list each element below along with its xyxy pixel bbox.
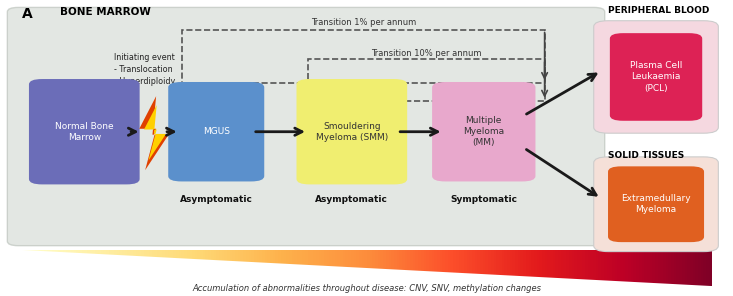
FancyBboxPatch shape: [594, 21, 718, 133]
Polygon shape: [139, 96, 169, 170]
Text: Symptomatic: Symptomatic: [450, 195, 517, 204]
Text: SOLID TISSUES: SOLID TISSUES: [608, 151, 685, 160]
Text: Multiple
Myeloma
(MM): Multiple Myeloma (MM): [463, 116, 504, 147]
FancyBboxPatch shape: [594, 157, 718, 252]
FancyBboxPatch shape: [296, 79, 408, 184]
FancyBboxPatch shape: [169, 82, 265, 181]
Bar: [182, 30, 545, 83]
Bar: [308, 59, 545, 101]
Text: Asymptomatic: Asymptomatic: [315, 195, 388, 204]
Text: Normal Bone
Marrow: Normal Bone Marrow: [55, 122, 114, 142]
FancyBboxPatch shape: [608, 166, 704, 242]
Text: MGUS: MGUS: [203, 127, 229, 136]
Text: Initiating event
- Translocation
- Hyperdiploidy: Initiating event - Translocation - Hyper…: [114, 53, 175, 86]
Text: Transition 1% per annum: Transition 1% per annum: [311, 18, 416, 27]
Polygon shape: [22, 250, 711, 286]
Text: A: A: [22, 7, 33, 21]
FancyBboxPatch shape: [7, 7, 605, 246]
Text: PERIPHERAL BLOOD: PERIPHERAL BLOOD: [608, 6, 710, 15]
Text: BONE MARROW: BONE MARROW: [60, 7, 151, 17]
Text: Asymptomatic: Asymptomatic: [180, 195, 253, 204]
FancyBboxPatch shape: [29, 79, 140, 184]
Text: Transition 10% per annum: Transition 10% per annum: [371, 49, 482, 58]
Polygon shape: [144, 105, 166, 160]
FancyBboxPatch shape: [610, 33, 702, 121]
Text: Smouldering
Myeloma (SMM): Smouldering Myeloma (SMM): [316, 122, 388, 142]
Text: Extramedullary
Myeloma: Extramedullary Myeloma: [622, 194, 690, 214]
FancyBboxPatch shape: [432, 82, 535, 181]
Text: Accumulation of abnormalities throughout disease: CNV, SNV, methylation changes: Accumulation of abnormalities throughout…: [192, 284, 541, 293]
Text: Plasma Cell
Leukaemia
(PCL): Plasma Cell Leukaemia (PCL): [630, 61, 682, 93]
